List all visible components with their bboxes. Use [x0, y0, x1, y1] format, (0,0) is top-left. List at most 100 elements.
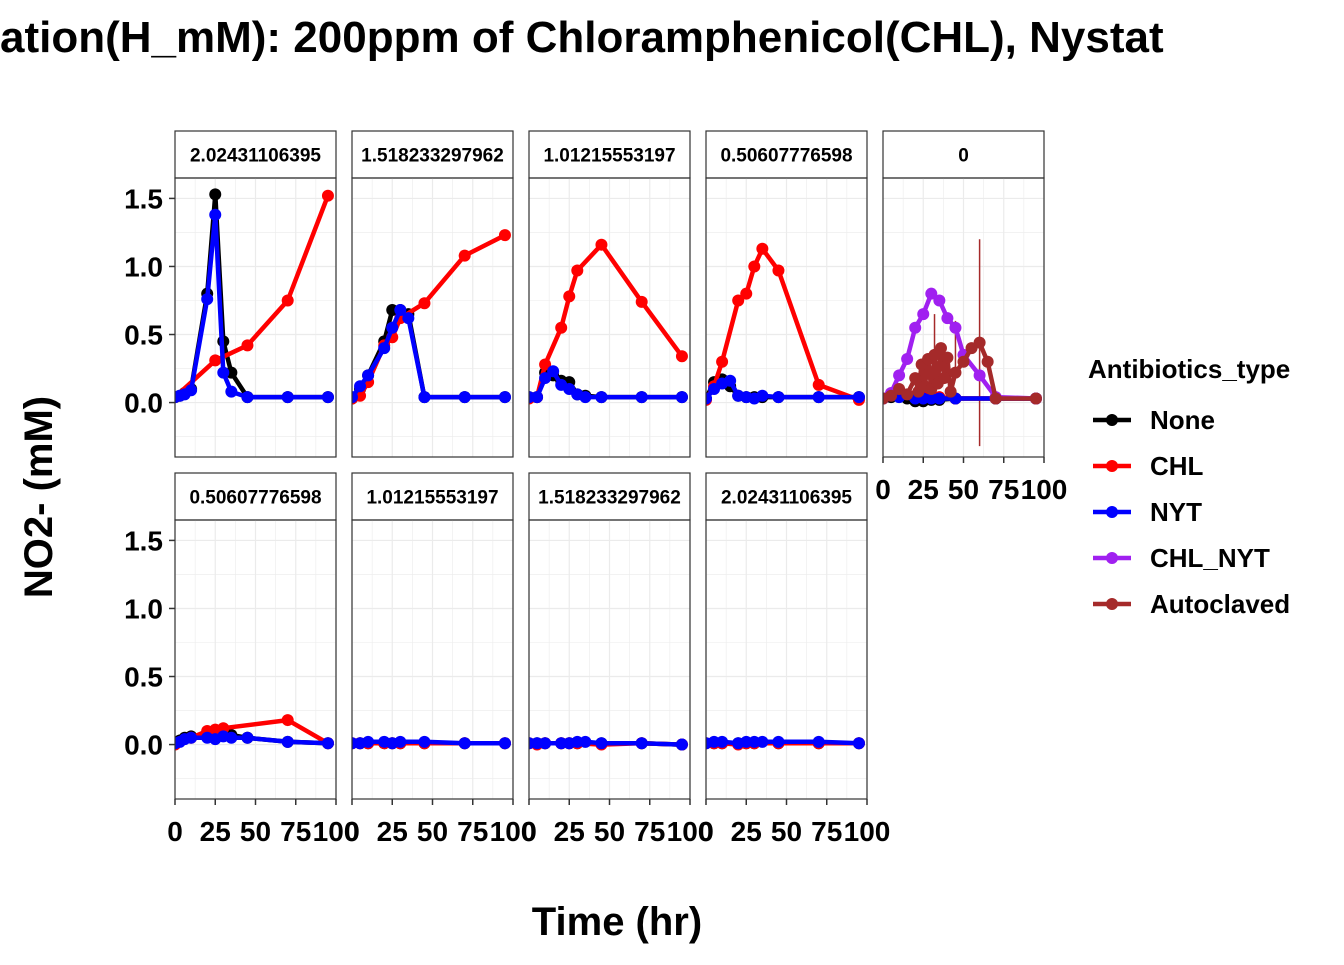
data-point — [938, 372, 951, 385]
panel-grid — [351, 178, 514, 457]
data-point — [675, 738, 688, 751]
x-tick-label: 50 — [240, 816, 271, 847]
series-line-chl — [175, 194, 331, 399]
data-point — [973, 336, 986, 349]
y-tick-label: 0.5 — [124, 320, 163, 351]
x-tick-label: 75 — [988, 474, 1019, 505]
x-tick-label: 0 — [698, 816, 714, 847]
panel-data — [352, 229, 511, 405]
x-tick-label: 25 — [554, 816, 585, 847]
x-axis-title: Time (hr) — [532, 900, 702, 944]
data-point — [563, 290, 576, 303]
panel-data — [352, 735, 511, 750]
panel-border — [528, 177, 691, 458]
data-point — [732, 294, 745, 307]
panel-strip-label: 0.50607776598 — [189, 488, 321, 509]
data-point — [225, 731, 238, 744]
panel-grid — [528, 520, 691, 799]
data-point — [378, 342, 391, 355]
data-point — [209, 208, 222, 221]
panel-strip-box — [528, 130, 691, 179]
panel-5: 0.50607776598 0.0 0.5 1.0 1.5 0 25 50 75 100 — [124, 472, 359, 847]
data-point — [635, 737, 648, 750]
y-tick-label: 0.0 — [124, 730, 163, 761]
legend-title: Antibiotics_type — [1088, 354, 1290, 384]
legend-label: None — [1150, 405, 1215, 435]
legend-entry-chl-nyt: CHL_NYT — [1093, 543, 1270, 573]
x-tick-label: 50 — [417, 816, 448, 847]
data-point — [740, 287, 753, 300]
panel-strip-box — [528, 472, 691, 521]
x-tick-label: 0 — [521, 816, 537, 847]
panel-2: 1.01215553197 — [528, 130, 691, 458]
data-point — [498, 229, 511, 242]
panel-grid — [351, 520, 514, 799]
panel-grid — [174, 178, 337, 457]
y-tick-label: 1.0 — [124, 251, 163, 282]
data-point — [362, 369, 375, 382]
panel-7: 1.518233297962 0 25 50 75 100 — [521, 472, 713, 847]
data-point — [241, 731, 254, 744]
data-point — [812, 378, 825, 391]
data-point — [595, 737, 608, 750]
data-point — [458, 737, 471, 750]
x-tick-label: 100 — [490, 816, 537, 847]
legend-entry-none: None — [1093, 405, 1215, 435]
legend-key-point — [1106, 598, 1118, 610]
y-tick-label: 1.5 — [124, 183, 163, 214]
x-tick-label: 50 — [771, 816, 802, 847]
data-point — [812, 735, 825, 748]
panel-strip-label: 2.02431106395 — [190, 146, 321, 167]
data-point — [185, 731, 198, 744]
x-tick-label: 75 — [280, 816, 311, 847]
x-tick-label: 50 — [594, 816, 625, 847]
data-point — [925, 287, 938, 300]
panel-strip-label: 1.518233297962 — [538, 488, 681, 509]
data-point — [217, 366, 230, 379]
data-point — [981, 355, 994, 368]
data-point — [852, 737, 865, 750]
data-point — [571, 264, 584, 277]
data-point — [933, 294, 946, 307]
data-point — [321, 391, 334, 404]
legend-key-point — [1106, 506, 1118, 518]
data-point — [281, 391, 294, 404]
panel-border — [705, 177, 868, 458]
legend-key-point — [1106, 460, 1118, 472]
data-point — [595, 391, 608, 404]
data-point — [724, 374, 737, 387]
data-point — [812, 391, 825, 404]
data-point — [458, 391, 471, 404]
data-point — [321, 189, 334, 202]
legend-entries: None CHL NYT CHL_NYT Autoclaved — [1093, 405, 1290, 619]
series-line-chl — [706, 246, 860, 402]
data-point — [949, 321, 962, 334]
panel-4: 0 0 25 50 75 100 — [875, 130, 1067, 505]
data-point — [386, 321, 399, 334]
data-point — [917, 308, 930, 321]
data-point — [209, 188, 222, 201]
y-tick-label: 0.0 — [124, 388, 163, 419]
data-point — [579, 391, 592, 404]
data-point — [225, 385, 238, 398]
data-point — [934, 342, 947, 355]
panel-grid — [174, 520, 337, 799]
data-point — [595, 238, 608, 251]
data-point — [185, 384, 198, 397]
panel-border — [351, 177, 514, 458]
data-point — [893, 369, 906, 382]
x-tick-label: 0 — [344, 816, 360, 847]
data-point — [321, 737, 334, 750]
data-point — [418, 297, 431, 310]
series-line-nyt — [352, 307, 505, 400]
data-point — [458, 249, 471, 262]
data-point — [547, 365, 560, 378]
data-point — [901, 388, 914, 401]
data-point — [716, 735, 729, 748]
panel-data — [175, 188, 334, 404]
panel-strip-label: 1.01215553197 — [543, 146, 675, 167]
legend-entry-nyt: NYT — [1093, 497, 1202, 527]
panel-1: 1.518233297962 — [351, 130, 514, 458]
x-tick-label: 0 — [167, 816, 183, 847]
panel-strip-box — [351, 472, 514, 521]
